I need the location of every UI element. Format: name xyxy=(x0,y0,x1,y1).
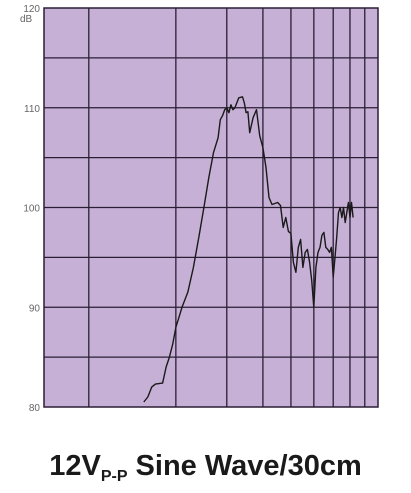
caption-voltage: 12V xyxy=(49,450,101,482)
y-unit-label: dB xyxy=(20,14,33,25)
caption-rest: Sine Wave/30cm xyxy=(127,450,362,482)
tick-labels: 80901001101207001kHz235710kHz xyxy=(23,4,41,412)
chart-caption: 12VP-P Sine Wave/30cm xyxy=(0,450,411,493)
frequency-response-chart: 80901001101207001kHz235710kHz dB xyxy=(20,4,379,412)
y-tick-label: 120 xyxy=(23,4,40,15)
y-tick-label: 100 xyxy=(23,204,40,215)
y-tick-label: 80 xyxy=(29,403,41,412)
grid xyxy=(44,8,378,407)
caption-subscript: P-P xyxy=(100,468,128,485)
y-tick-label: 110 xyxy=(24,104,40,115)
response-curve xyxy=(143,96,354,403)
y-tick-label: 90 xyxy=(29,303,41,314)
